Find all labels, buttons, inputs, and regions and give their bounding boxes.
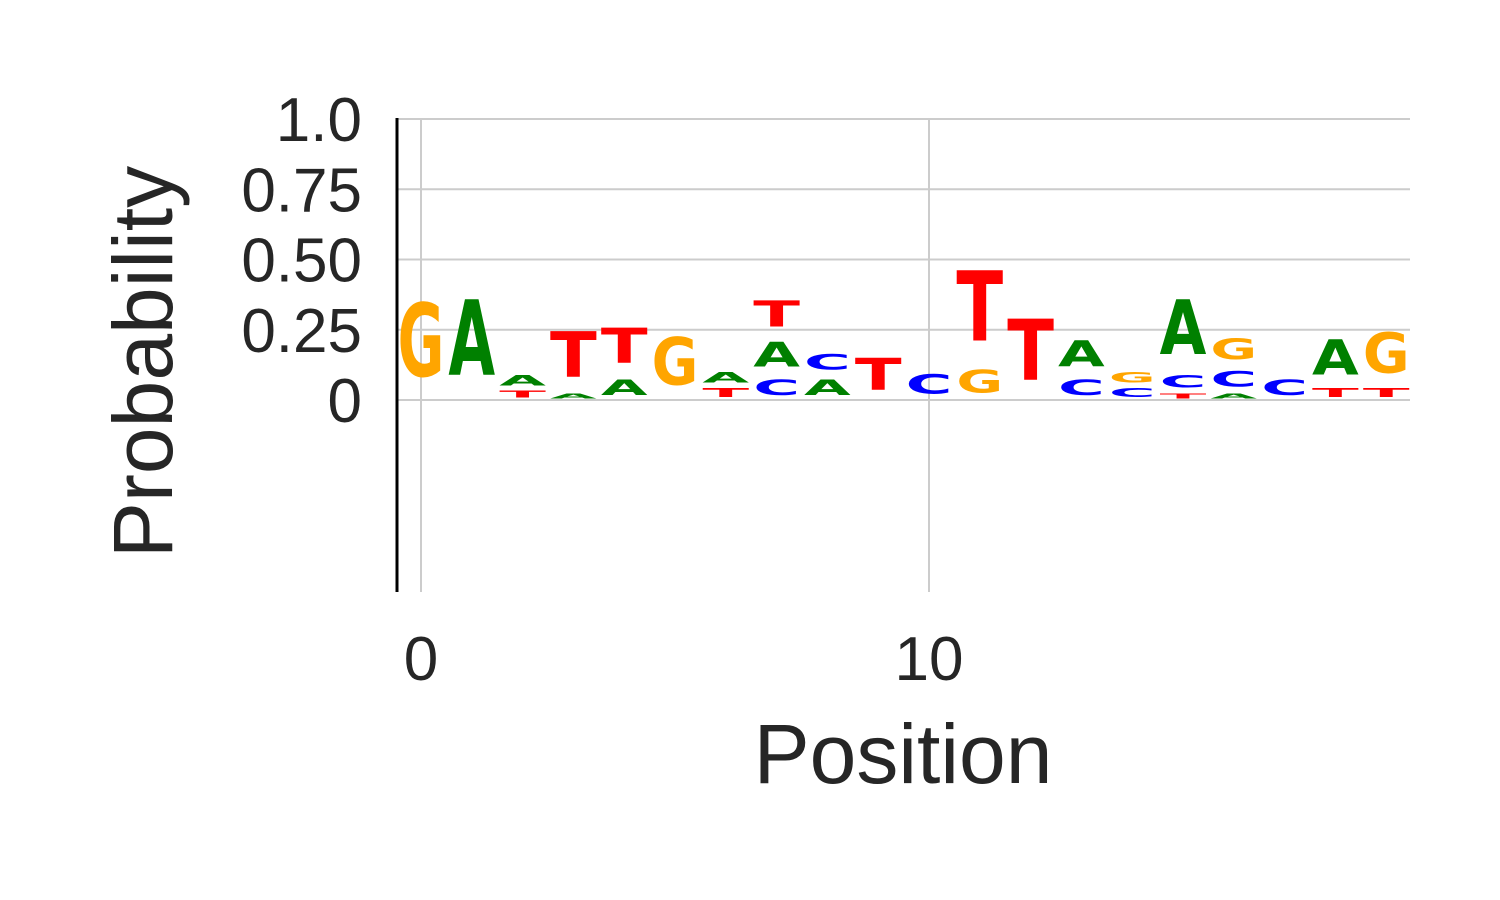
logo-letter-A: A xyxy=(753,336,800,375)
logo-letter-C: C xyxy=(1261,375,1308,400)
logo-letter-A: A xyxy=(702,369,749,386)
logo-letter-G: G xyxy=(1109,369,1156,386)
y-tick-label: 0.75 xyxy=(241,156,362,225)
logo-letter-A: A xyxy=(550,392,598,400)
x-axis-title: Position xyxy=(754,707,1053,801)
logo-letter-C: C xyxy=(1058,375,1105,400)
logo-letter-A: A xyxy=(1058,333,1105,375)
logo-letter-T: T xyxy=(1160,392,1207,400)
logo-letter-T: T xyxy=(1363,386,1410,400)
logo-letter-C: C xyxy=(1210,367,1257,392)
logo-letter-G: G xyxy=(652,325,699,400)
logo-letter-A: A xyxy=(499,372,546,389)
logo-letter-C: C xyxy=(1160,372,1207,391)
y-tick-label: 0.50 xyxy=(241,227,362,296)
logo-letter-C: C xyxy=(906,370,953,400)
logo-letter-C: C xyxy=(1109,386,1156,400)
grid-lines xyxy=(397,118,1410,592)
logo-letter-A: A xyxy=(601,375,648,400)
y-axis-title: Probability xyxy=(96,166,190,558)
logo-letter-T: T xyxy=(550,319,597,391)
logo-letter-T: T xyxy=(956,252,1003,364)
logo-letter-G: G xyxy=(1210,333,1257,367)
logo-letter-C: C xyxy=(804,350,851,375)
logo-letter-A: A xyxy=(1160,285,1207,372)
logo-letter-G: G xyxy=(398,283,445,400)
logo-letter-G: G xyxy=(956,363,1003,400)
logo-letter-G: G xyxy=(1363,322,1410,386)
logo-letter-A: A xyxy=(1312,330,1359,386)
logo-letter-A: A xyxy=(1210,392,1258,400)
y-tick-label: 0 xyxy=(328,367,362,436)
x-tick-label: 10 xyxy=(895,625,964,694)
logo-letter-T: T xyxy=(753,293,801,335)
logo-letter-T: T xyxy=(702,386,749,400)
logo-letter-T: T xyxy=(855,350,902,401)
logo-letter-C: C xyxy=(753,375,800,400)
y-tick-label: 0.25 xyxy=(241,297,362,366)
logo-letter-T: T xyxy=(1007,303,1054,401)
logo-letter-A: A xyxy=(804,375,851,400)
y-tick-label: 1.0 xyxy=(276,86,362,155)
logo-letter-T: T xyxy=(1312,386,1359,400)
logo-letter-T: T xyxy=(499,389,547,400)
logo-letter-A: A xyxy=(448,279,495,400)
tick-labels: 00.250.500.751.00 10 xyxy=(241,86,963,694)
logo-letter-T: T xyxy=(601,319,648,375)
x-tick-label: 0 xyxy=(404,625,438,694)
